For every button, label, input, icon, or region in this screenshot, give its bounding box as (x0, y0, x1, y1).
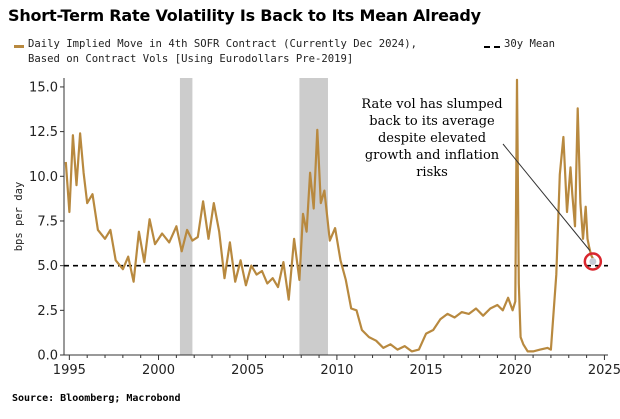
y-tick-label-3: 7.5 (37, 214, 58, 229)
annotation-line-2: despite elevated (378, 131, 486, 146)
y-tick-label-6: 15.0 (29, 80, 58, 95)
y-tick-label-4: 10.0 (29, 170, 58, 185)
y-axis-label: bps per day (13, 182, 25, 252)
annotation-line-4: risks (416, 165, 448, 180)
y-tick-label-5: 12.5 (29, 125, 58, 140)
recession-band-0 (179, 78, 193, 355)
x-tick-label-1: 2000 (142, 363, 175, 378)
legend-label-series-line1: Daily Implied Move in 4th SOFR Contract … (28, 38, 418, 50)
annotation-line-0: Rate vol has slumped (361, 97, 502, 112)
x-tick-label-6: 2025 (588, 363, 620, 378)
y-tick-label-0: 0.0 (37, 349, 58, 364)
legend-swatch-series (14, 45, 24, 48)
annotation-highlight-circle (583, 252, 603, 271)
annotation-line-3: growth and inflation (365, 148, 500, 163)
x-tick-label-4: 2015 (410, 363, 443, 378)
legend-label-series-line2: Based on Contract Vols [Using Eurodollar… (28, 53, 354, 65)
y-tick-label-1: 2.5 (37, 304, 58, 319)
chart-title: Short-Term Rate Volatility Is Back to It… (8, 6, 481, 25)
x-tick-label-3: 2010 (320, 363, 353, 378)
legend: Daily Implied Move in 4th SOFR Contract … (14, 36, 614, 70)
source-note: Source: Bloomberg; Macrobond (12, 393, 181, 404)
x-tick-label-5: 2020 (499, 363, 532, 378)
annotation-line-1: back to its average (369, 114, 495, 129)
y-tick-label-2: 5.0 (37, 259, 58, 274)
x-tick-label-0: 1995 (53, 363, 86, 378)
annotation-arrow (502, 143, 591, 251)
series-line (64, 78, 594, 353)
annotation-highlight-dot (589, 257, 597, 265)
x-tick-label-2: 2005 (231, 363, 264, 378)
legend-label-mean: 30y Mean (504, 38, 556, 50)
legend-swatch-mean (484, 46, 500, 48)
